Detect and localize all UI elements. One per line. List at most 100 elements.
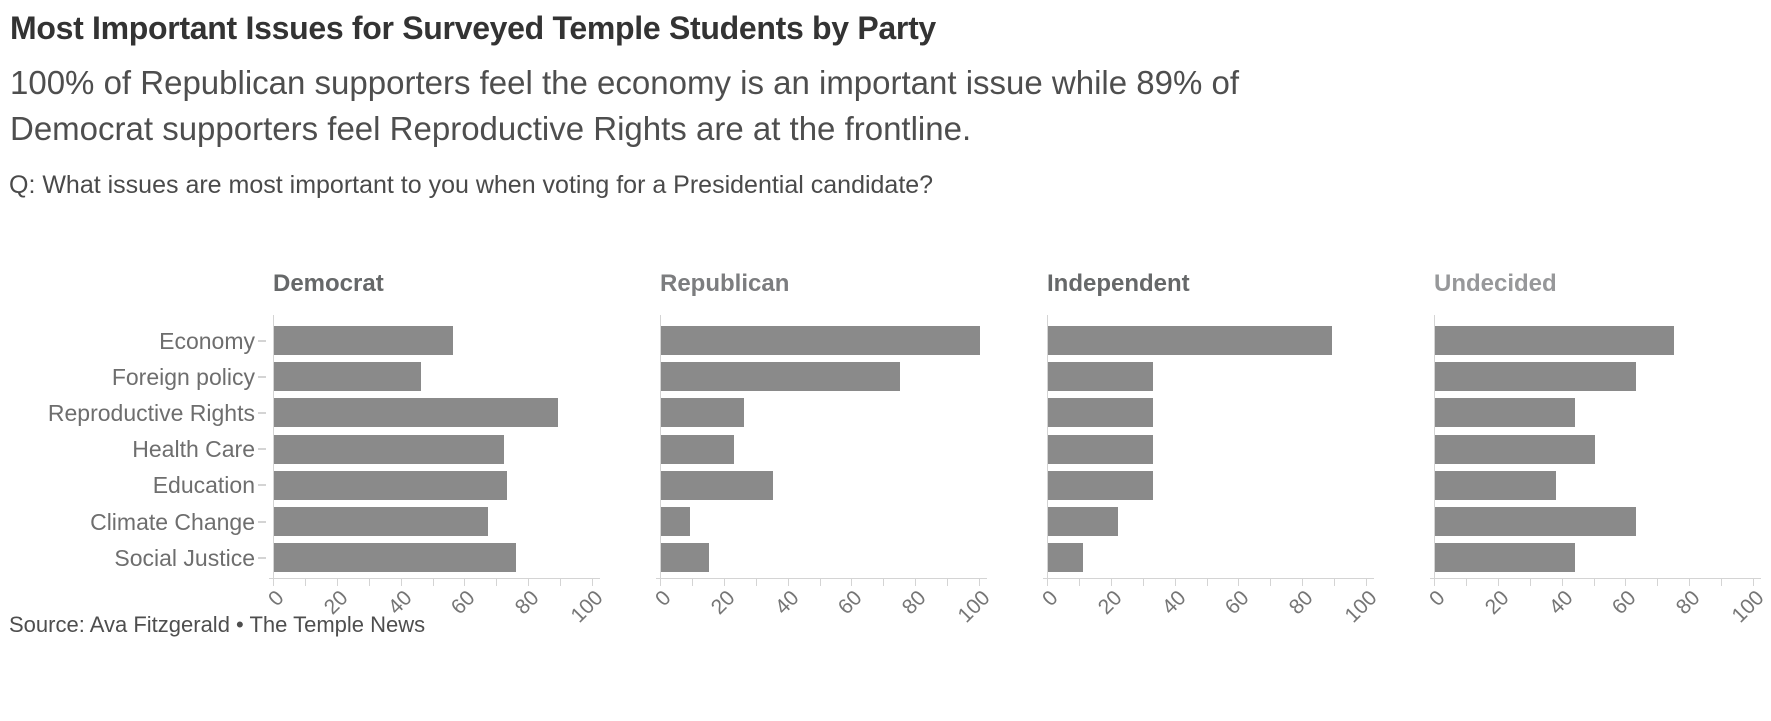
x-axis-line xyxy=(1043,578,1374,579)
x-axis-tick xyxy=(1142,579,1144,586)
facet-title: Independent xyxy=(1047,270,1190,297)
x-axis-tick-label: 60 xyxy=(1221,586,1254,620)
x-axis-tick-label: 40 xyxy=(1157,586,1191,620)
x-axis-tick xyxy=(660,579,661,586)
bar xyxy=(274,362,421,392)
y-axis-tick xyxy=(258,339,266,342)
bar xyxy=(1048,362,1154,392)
bar xyxy=(1435,543,1576,573)
x-axis-tick xyxy=(851,579,853,586)
bar xyxy=(274,434,504,464)
x-axis-tick xyxy=(560,579,562,586)
x-axis-tick-label: 80 xyxy=(897,586,931,620)
x-axis-tick xyxy=(915,579,917,586)
subtitle-line: 100% of Republican supporters feel the e… xyxy=(10,64,1240,101)
x-axis-line xyxy=(656,578,987,579)
bar xyxy=(661,507,690,536)
y-axis-line xyxy=(1434,315,1435,578)
y-axis-tick xyxy=(258,411,266,414)
x-axis-tick-label: 80 xyxy=(510,586,544,620)
bar xyxy=(1435,434,1595,464)
category-label: Foreign policy xyxy=(111,363,255,390)
x-axis-tick xyxy=(1721,579,1723,586)
subtitle-line: Democrat supporters feel Reproductive Ri… xyxy=(10,110,972,147)
bar xyxy=(1048,398,1154,428)
x-axis-tick xyxy=(1434,579,1435,586)
x-axis-tick xyxy=(528,579,530,586)
bar xyxy=(1435,362,1636,392)
bar xyxy=(1048,326,1332,355)
bar xyxy=(661,398,744,428)
x-axis-tick xyxy=(947,579,949,586)
x-axis-tick xyxy=(400,579,402,586)
x-axis-tick xyxy=(979,579,980,586)
x-axis-tick-label: 80 xyxy=(1284,586,1318,620)
bar xyxy=(274,398,558,428)
x-axis-tick xyxy=(304,579,306,586)
chart-subtitle: 100% of Republican supporters feel the e… xyxy=(10,60,1239,152)
y-axis-line xyxy=(660,315,661,578)
x-axis-tick xyxy=(1174,579,1176,586)
x-axis-tick-label: 80 xyxy=(1671,586,1705,620)
x-axis-tick xyxy=(368,579,370,586)
bar xyxy=(1048,470,1154,500)
x-axis-tick xyxy=(1366,579,1367,586)
facet-title: Republican xyxy=(660,270,790,297)
x-axis-tick xyxy=(432,579,434,586)
x-axis-tick xyxy=(1078,579,1080,586)
x-axis-tick xyxy=(1047,579,1048,586)
x-axis-tick xyxy=(496,579,498,586)
x-axis-tick xyxy=(1625,579,1627,586)
bar xyxy=(661,434,735,464)
bar xyxy=(661,543,709,573)
y-axis-tick xyxy=(258,520,266,523)
bar xyxy=(1435,507,1636,536)
bar xyxy=(274,543,517,573)
survey-question: Q: What issues are most important to you… xyxy=(9,171,934,199)
y-axis-tick xyxy=(258,448,266,451)
x-axis-tick-label: 100 xyxy=(953,586,995,628)
x-axis-tick xyxy=(1753,579,1754,586)
facet-title: Undecided xyxy=(1434,270,1557,297)
bar xyxy=(274,507,488,536)
bar xyxy=(661,362,901,392)
x-axis-tick-label: 20 xyxy=(1093,586,1127,620)
x-axis-tick-label: 100 xyxy=(1727,586,1769,628)
category-label: Climate Change xyxy=(90,508,255,535)
x-axis-tick xyxy=(1238,579,1240,586)
x-axis-tick-label: 40 xyxy=(1544,586,1578,620)
bar xyxy=(1048,543,1084,573)
category-label: Education xyxy=(152,472,255,499)
category-label: Economy xyxy=(159,327,255,354)
x-axis-tick-label: 100 xyxy=(1340,586,1382,628)
bar xyxy=(1048,507,1119,536)
y-axis-line xyxy=(273,315,274,578)
x-axis-tick-label: 40 xyxy=(770,586,804,620)
bar xyxy=(1048,434,1154,464)
x-axis-tick xyxy=(336,579,338,586)
bar xyxy=(274,326,453,355)
chart-title: Most Important Issues for Surveyed Templ… xyxy=(10,10,936,46)
category-label: Reproductive Rights xyxy=(47,399,255,426)
x-axis-tick xyxy=(691,579,693,586)
x-axis-line xyxy=(269,578,600,579)
x-axis-tick xyxy=(1497,579,1499,586)
x-axis-tick xyxy=(1593,579,1595,586)
x-axis-tick xyxy=(1334,579,1336,586)
x-axis-tick-label: 0 xyxy=(1038,586,1063,611)
x-axis-tick-label: 0 xyxy=(651,586,676,611)
x-axis-tick-label: 60 xyxy=(834,586,867,620)
x-axis-tick-label: 60 xyxy=(447,586,480,620)
x-axis-line xyxy=(1430,578,1761,579)
bar xyxy=(661,470,773,500)
bar xyxy=(661,326,980,355)
x-axis-tick xyxy=(592,579,593,586)
x-axis-tick xyxy=(1689,579,1691,586)
x-axis-tick xyxy=(819,579,821,586)
x-axis-tick xyxy=(787,579,789,586)
source-credit: Source: Ava Fitzgerald • The Temple News xyxy=(9,612,426,637)
x-axis-tick-label: 20 xyxy=(1480,586,1514,620)
bar xyxy=(1435,326,1675,355)
x-axis-tick xyxy=(723,579,725,586)
